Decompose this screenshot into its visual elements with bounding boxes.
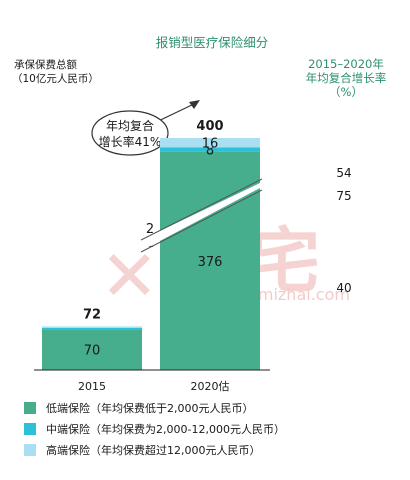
total-label-2020: 400 bbox=[196, 119, 223, 134]
bar-2015-series-0 bbox=[42, 329, 142, 370]
legend: 低端保险（年均保费低于2,000元人民币） 中端保险（年均保费为2,000-12… bbox=[24, 401, 285, 457]
connector-band bbox=[141, 183, 260, 251]
bar-2020估-series-2 bbox=[160, 138, 260, 148]
segment-label-2015-series-0: 70 bbox=[84, 344, 101, 359]
annotation-line2: 增长率41% bbox=[99, 134, 162, 149]
total-label-2015: 72 bbox=[83, 307, 101, 322]
y-axis-label-line2: （10亿元人民币） bbox=[12, 72, 99, 85]
legend-swatch-mid bbox=[24, 423, 36, 435]
segment-label-2020估-series-1: 8 bbox=[206, 144, 214, 159]
x-tick-2015: 2015 bbox=[78, 380, 106, 393]
annotation-arrowhead bbox=[189, 100, 200, 109]
connector-line-lower bbox=[140, 189, 263, 253]
annotation-line1: 年均复合 bbox=[106, 118, 154, 133]
bar-2020估-series-1 bbox=[160, 147, 260, 152]
bar-2015-series-2 bbox=[42, 326, 142, 328]
y-axis-label-line1: 承保保费总额 bbox=[14, 58, 77, 71]
legend-label-mid: 中端保险（年均保费为2,000-12,000元人民币） bbox=[46, 422, 285, 436]
cagr-header-line1: 2015–2020年 bbox=[308, 57, 384, 71]
x-tick-2020: 2020估 bbox=[191, 380, 230, 393]
cagr-header-line2: 年均复合增长率 bbox=[306, 71, 387, 85]
cagr-annotation: 年均复合 增长率41% bbox=[91, 100, 200, 156]
legend-swatch-low bbox=[24, 402, 36, 414]
segment-label-2020估-series-2: 16 bbox=[202, 137, 219, 152]
bar-2015-series-1 bbox=[42, 327, 142, 330]
segment-label-2015-series-2: 2 bbox=[146, 222, 154, 237]
cagr-value-high: 54 bbox=[336, 166, 351, 180]
bar-connector bbox=[140, 178, 263, 253]
legend-swatch-high bbox=[24, 444, 36, 456]
segment-label-2020估-series-0: 376 bbox=[198, 255, 223, 270]
connector-line-upper bbox=[140, 178, 263, 241]
chart-title: 报销型医疗保险细分 bbox=[156, 35, 269, 50]
cagr-header-line3: （%） bbox=[329, 85, 363, 99]
legend-label-high: 高端保险（年均保费超过12,000元人民币） bbox=[46, 443, 261, 457]
legend-label-low: 低端保险（年均保费低于2,000元人民币） bbox=[46, 401, 254, 415]
annotation-ellipse bbox=[91, 110, 169, 156]
cagr-value-mid: 75 bbox=[336, 189, 351, 203]
cagr-value-low: 40 bbox=[336, 281, 351, 295]
watermark-glyph-left: ✕ bbox=[100, 235, 159, 317]
